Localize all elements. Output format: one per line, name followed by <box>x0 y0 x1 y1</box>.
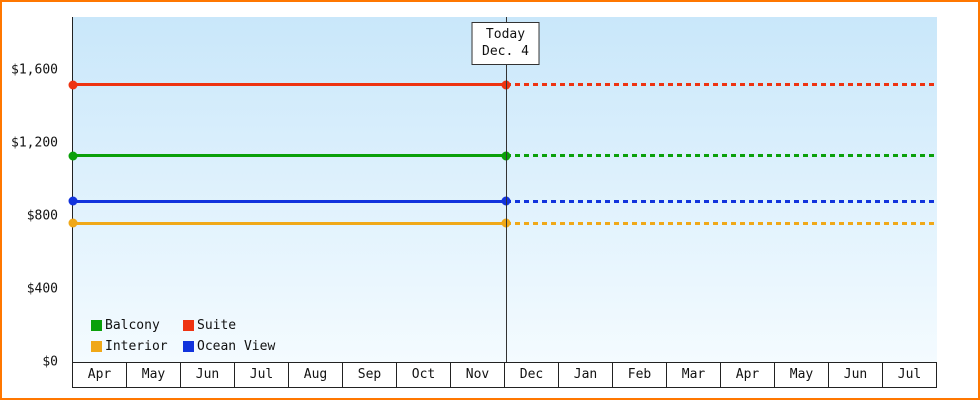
month-cell: Aug <box>289 363 343 387</box>
y-tick-label: $800 <box>26 208 58 224</box>
series-forecast-line-balcony <box>505 154 938 158</box>
month-cell: Oct <box>397 363 451 387</box>
month-cell: Dec <box>505 363 559 387</box>
series-marker-balcony <box>68 151 78 161</box>
legend-label: Ocean View <box>197 339 276 354</box>
month-cell: Nov <box>451 363 505 387</box>
series-line-suite <box>73 83 506 87</box>
legend-item-balcony: Balcony <box>91 318 183 333</box>
legend-label: Balcony <box>105 318 160 333</box>
month-cell: Jun <box>829 363 883 387</box>
month-cell: May <box>127 363 181 387</box>
month-cell: Jul <box>897 367 922 382</box>
legend-swatch-suite <box>183 320 194 331</box>
legend-item-ocean-view: Ocean View <box>183 339 275 354</box>
today-marker-line <box>505 17 507 362</box>
month-cell: Apr <box>721 363 775 387</box>
legend-swatch-interior <box>91 341 102 352</box>
month-cell: Mar <box>667 363 721 387</box>
month-cell: May <box>775 363 829 387</box>
month-cell: Jul <box>235 363 289 387</box>
series-line-ocean-view <box>73 199 506 203</box>
legend-swatch-ocean-view <box>183 341 194 352</box>
legend-swatch-balcony <box>91 320 102 331</box>
legend-item-interior: Interior <box>91 339 183 354</box>
legend-item-suite: Suite <box>183 318 275 333</box>
month-cell: Jan <box>559 363 613 387</box>
series-line-balcony <box>73 154 506 158</box>
month-cell: Sep <box>343 363 397 387</box>
y-tick-label: $1,200 <box>11 135 58 151</box>
month-cell: Jun <box>181 363 235 387</box>
plot-area: Today Dec. 4 Balcony Suite Interior Ocean V… <box>68 17 938 362</box>
series-forecast-line-interior <box>505 221 938 225</box>
series-forecast-line-ocean-view <box>505 199 938 203</box>
y-tick-label: $400 <box>26 281 58 297</box>
series-marker-interior <box>68 218 78 228</box>
series-marker-suite <box>68 80 78 90</box>
today-annotation-box: Today Dec. 4 <box>471 22 540 65</box>
y-tick-label: $1,600 <box>11 62 58 78</box>
legend: Balcony Suite Interior Ocean View <box>91 318 275 354</box>
x-axis-months: Apr May Jun Jul Aug Sep Oct Nov Dec Jan Feb Mar Apr M… <box>72 362 937 388</box>
month-cell: Apr <box>73 363 127 387</box>
legend-label: Suite <box>197 318 237 333</box>
month-cell: Feb <box>613 363 667 387</box>
today-label: Today <box>485 27 526 42</box>
y-tick-label: $0 <box>42 354 58 370</box>
legend-label: Interior <box>105 339 168 354</box>
series-forecast-line-suite <box>505 83 938 87</box>
series-marker-ocean-view <box>68 196 78 206</box>
y-axis-labels: $0 $400 $800 $1,200 $1,600 <box>2 2 64 398</box>
series-line-interior <box>73 221 506 225</box>
today-date-label: Dec. 4 <box>482 44 529 59</box>
